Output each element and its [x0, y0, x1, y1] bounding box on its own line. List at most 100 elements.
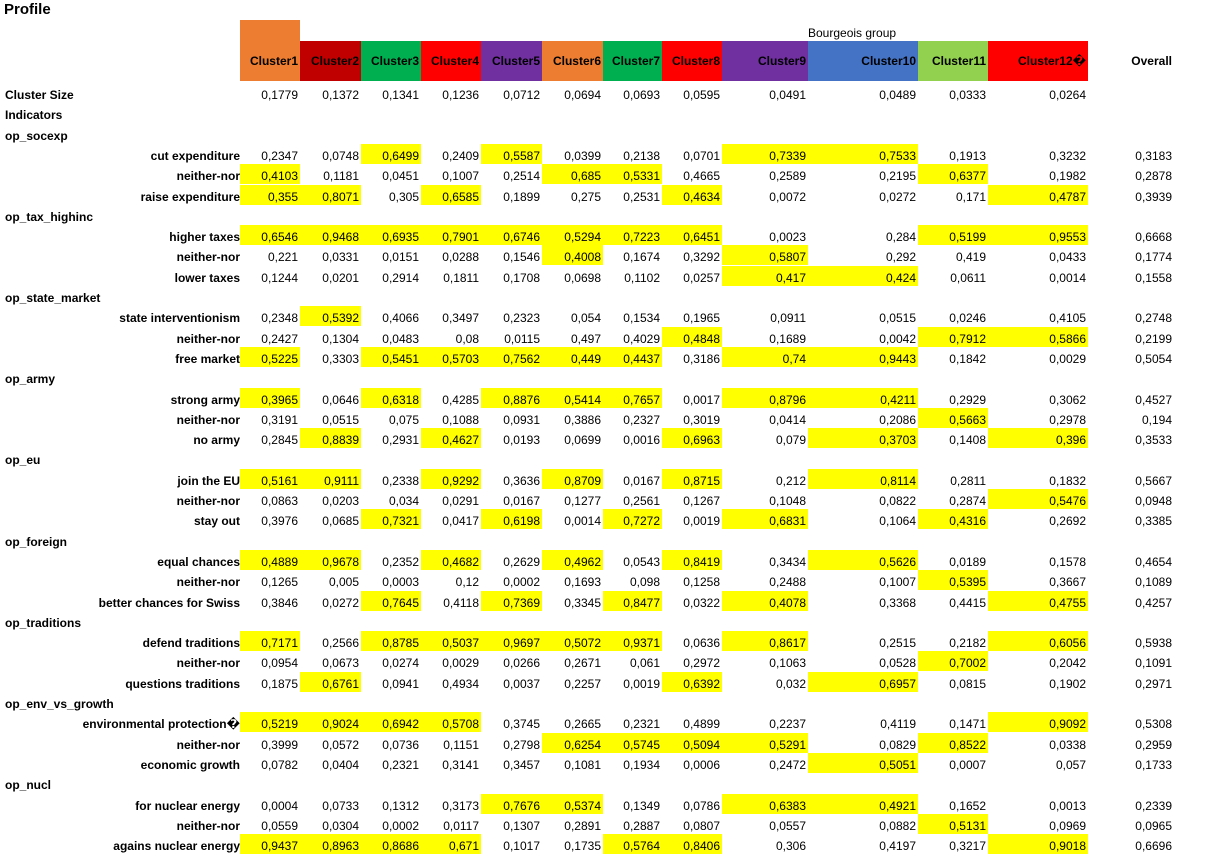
value-cell: 0,171	[955, 189, 986, 204]
row-label: environmental protection�	[82, 717, 240, 732]
section-row: op_socexp	[0, 124, 1212, 144]
value-cell: 0,3965	[240, 387, 300, 408]
value-cell: 0,1779	[261, 88, 298, 102]
value-cell: 0,0014	[1049, 270, 1086, 285]
value-cell: 0,2748	[1135, 311, 1172, 326]
value-cell: 0,396	[988, 428, 1088, 449]
value-cell: 0,1091	[1135, 656, 1172, 671]
value-cell: 0,0042	[879, 331, 916, 346]
value-cell: 0,0023	[769, 230, 806, 245]
value-cell: 0,0007	[949, 757, 986, 772]
value-cell: 0,306	[775, 839, 806, 854]
value-cell: 0,1372	[322, 88, 359, 102]
value-cell: 0,3186	[683, 351, 720, 366]
value-cell: 0,5745	[603, 732, 662, 753]
value-cell: 0,1811	[443, 270, 479, 285]
value-cell: 0,0559	[261, 818, 298, 833]
value-cell: 0,6546	[240, 225, 300, 246]
value-cell: 0,6499	[361, 143, 421, 164]
column-header: Cluster7	[603, 41, 662, 81]
value-cell: 0,8715	[662, 468, 722, 489]
value-cell: 0,3385	[1135, 514, 1172, 529]
value-cell: 0,5663	[918, 407, 988, 428]
value-cell: 0,424	[808, 265, 918, 286]
value-cell: 0,2978	[1049, 412, 1086, 427]
value-cell: 0,7223	[603, 225, 662, 246]
value-cell: 0,2042	[1049, 656, 1086, 671]
cluster1-header-extension	[240, 20, 300, 41]
section-row: op_state_market	[0, 286, 1212, 306]
table-row: no army 0,2845 0,8839 0,2931 0,4627 0,0193 0,0…	[0, 428, 1212, 449]
value-cell: 0,4899	[683, 717, 720, 732]
value-cell: 0,3497	[442, 311, 479, 326]
value-cell: 0,9678	[300, 549, 361, 570]
value-cell: 0,0201	[322, 270, 359, 285]
value-cell: 0,3939	[1135, 189, 1172, 204]
value-cell: 0,4889	[240, 549, 300, 570]
value-cell: 0,4118	[443, 595, 479, 610]
value-cell: 0,5414	[542, 387, 603, 408]
value-cell: 0,1774	[1135, 250, 1172, 265]
value-cell: 0,7912	[918, 326, 988, 347]
value-cell: 0,4078	[722, 590, 808, 611]
value-cell: 0,1534	[623, 311, 660, 326]
row-label: agains nuclear energy	[113, 839, 240, 854]
value-cell: 0,3533	[1135, 433, 1172, 448]
sheet-title: Profile	[4, 1, 51, 18]
value-cell: 0,1102	[624, 270, 660, 285]
value-cell: 0,3062	[1049, 392, 1086, 407]
value-cell: 0,3183	[1135, 148, 1172, 163]
value-cell: 0,7676	[481, 793, 542, 814]
value-cell: 0,5667	[1135, 473, 1172, 488]
value-cell: 0,2671	[564, 656, 601, 671]
row-label: neither-nor	[176, 575, 240, 590]
value-cell: 0,0333	[949, 88, 986, 102]
value-cell: 0,3846	[261, 595, 298, 610]
value-cell: 0,6761	[300, 671, 361, 692]
value-cell: 0,305	[388, 189, 419, 204]
value-cell: 0,5331	[603, 164, 662, 185]
value-cell: 0,2427	[261, 331, 298, 346]
value-cell: 0,2929	[949, 392, 986, 407]
value-cell: 0,4285	[442, 392, 479, 407]
value-cell: 0,4029	[623, 331, 660, 346]
value-cell: 0,0515	[879, 311, 916, 326]
value-cell: 0,3368	[879, 595, 916, 610]
value-cell: 0,3999	[261, 737, 298, 752]
value-cell: 0,8406	[662, 834, 722, 855]
value-cell: 0,0291	[442, 494, 479, 508]
value-cell: 0,0829	[879, 737, 916, 752]
value-cell: 0,9468	[300, 225, 361, 246]
value-cell: 0,417	[722, 265, 808, 286]
value-cell: 0,4257	[1135, 595, 1172, 610]
column-header: Cluster5	[481, 41, 542, 81]
table-row: neither-nor 0,2427 0,1304 0,0483 0,08 0,0115 0…	[0, 326, 1212, 347]
value-cell: 0,2347	[261, 148, 298, 163]
value-cell: 0,0698	[564, 270, 601, 285]
value-cell: 0,1735	[564, 839, 601, 854]
value-cell: 0,5131	[918, 813, 988, 834]
value-cell: 0,1471	[949, 717, 986, 732]
value-cell: 0,221	[267, 250, 298, 265]
value-cell: 0,1733	[1135, 757, 1172, 772]
value-cell: 0,9018	[988, 834, 1088, 855]
value-cell: 0,4634	[662, 184, 722, 205]
value-cell: 0,0115	[504, 331, 540, 346]
value-cell: 0,0863	[261, 494, 298, 508]
value-cell: 0,2692	[1049, 514, 1086, 529]
value-cell: 0,497	[570, 331, 601, 346]
value-cell: 0,2971	[1135, 676, 1172, 691]
table-row: agains nuclear energy 0,9437 0,8963 0,8686 0…	[0, 834, 1212, 855]
value-cell: 0,4682	[421, 549, 481, 570]
value-cell: 0,5225	[240, 346, 300, 367]
value-cell: 0,0807	[683, 818, 720, 833]
table-row: neither-nor 0,3999 0,0572 0,0736 0,1151 0,279…	[0, 732, 1212, 753]
table-row: for nuclear energy 0,0004 0,0733 0,1312 0,31…	[0, 793, 1212, 814]
value-cell: 0,6668	[1135, 230, 1172, 245]
section-label: op_army	[5, 372, 56, 387]
value-cell: 0,5072	[542, 631, 603, 652]
value-cell: 0,1304	[322, 331, 359, 346]
row-label: raise expenditure	[140, 189, 240, 204]
value-cell: 0,4654	[1135, 554, 1172, 569]
value-cell: 0,034	[388, 494, 419, 508]
